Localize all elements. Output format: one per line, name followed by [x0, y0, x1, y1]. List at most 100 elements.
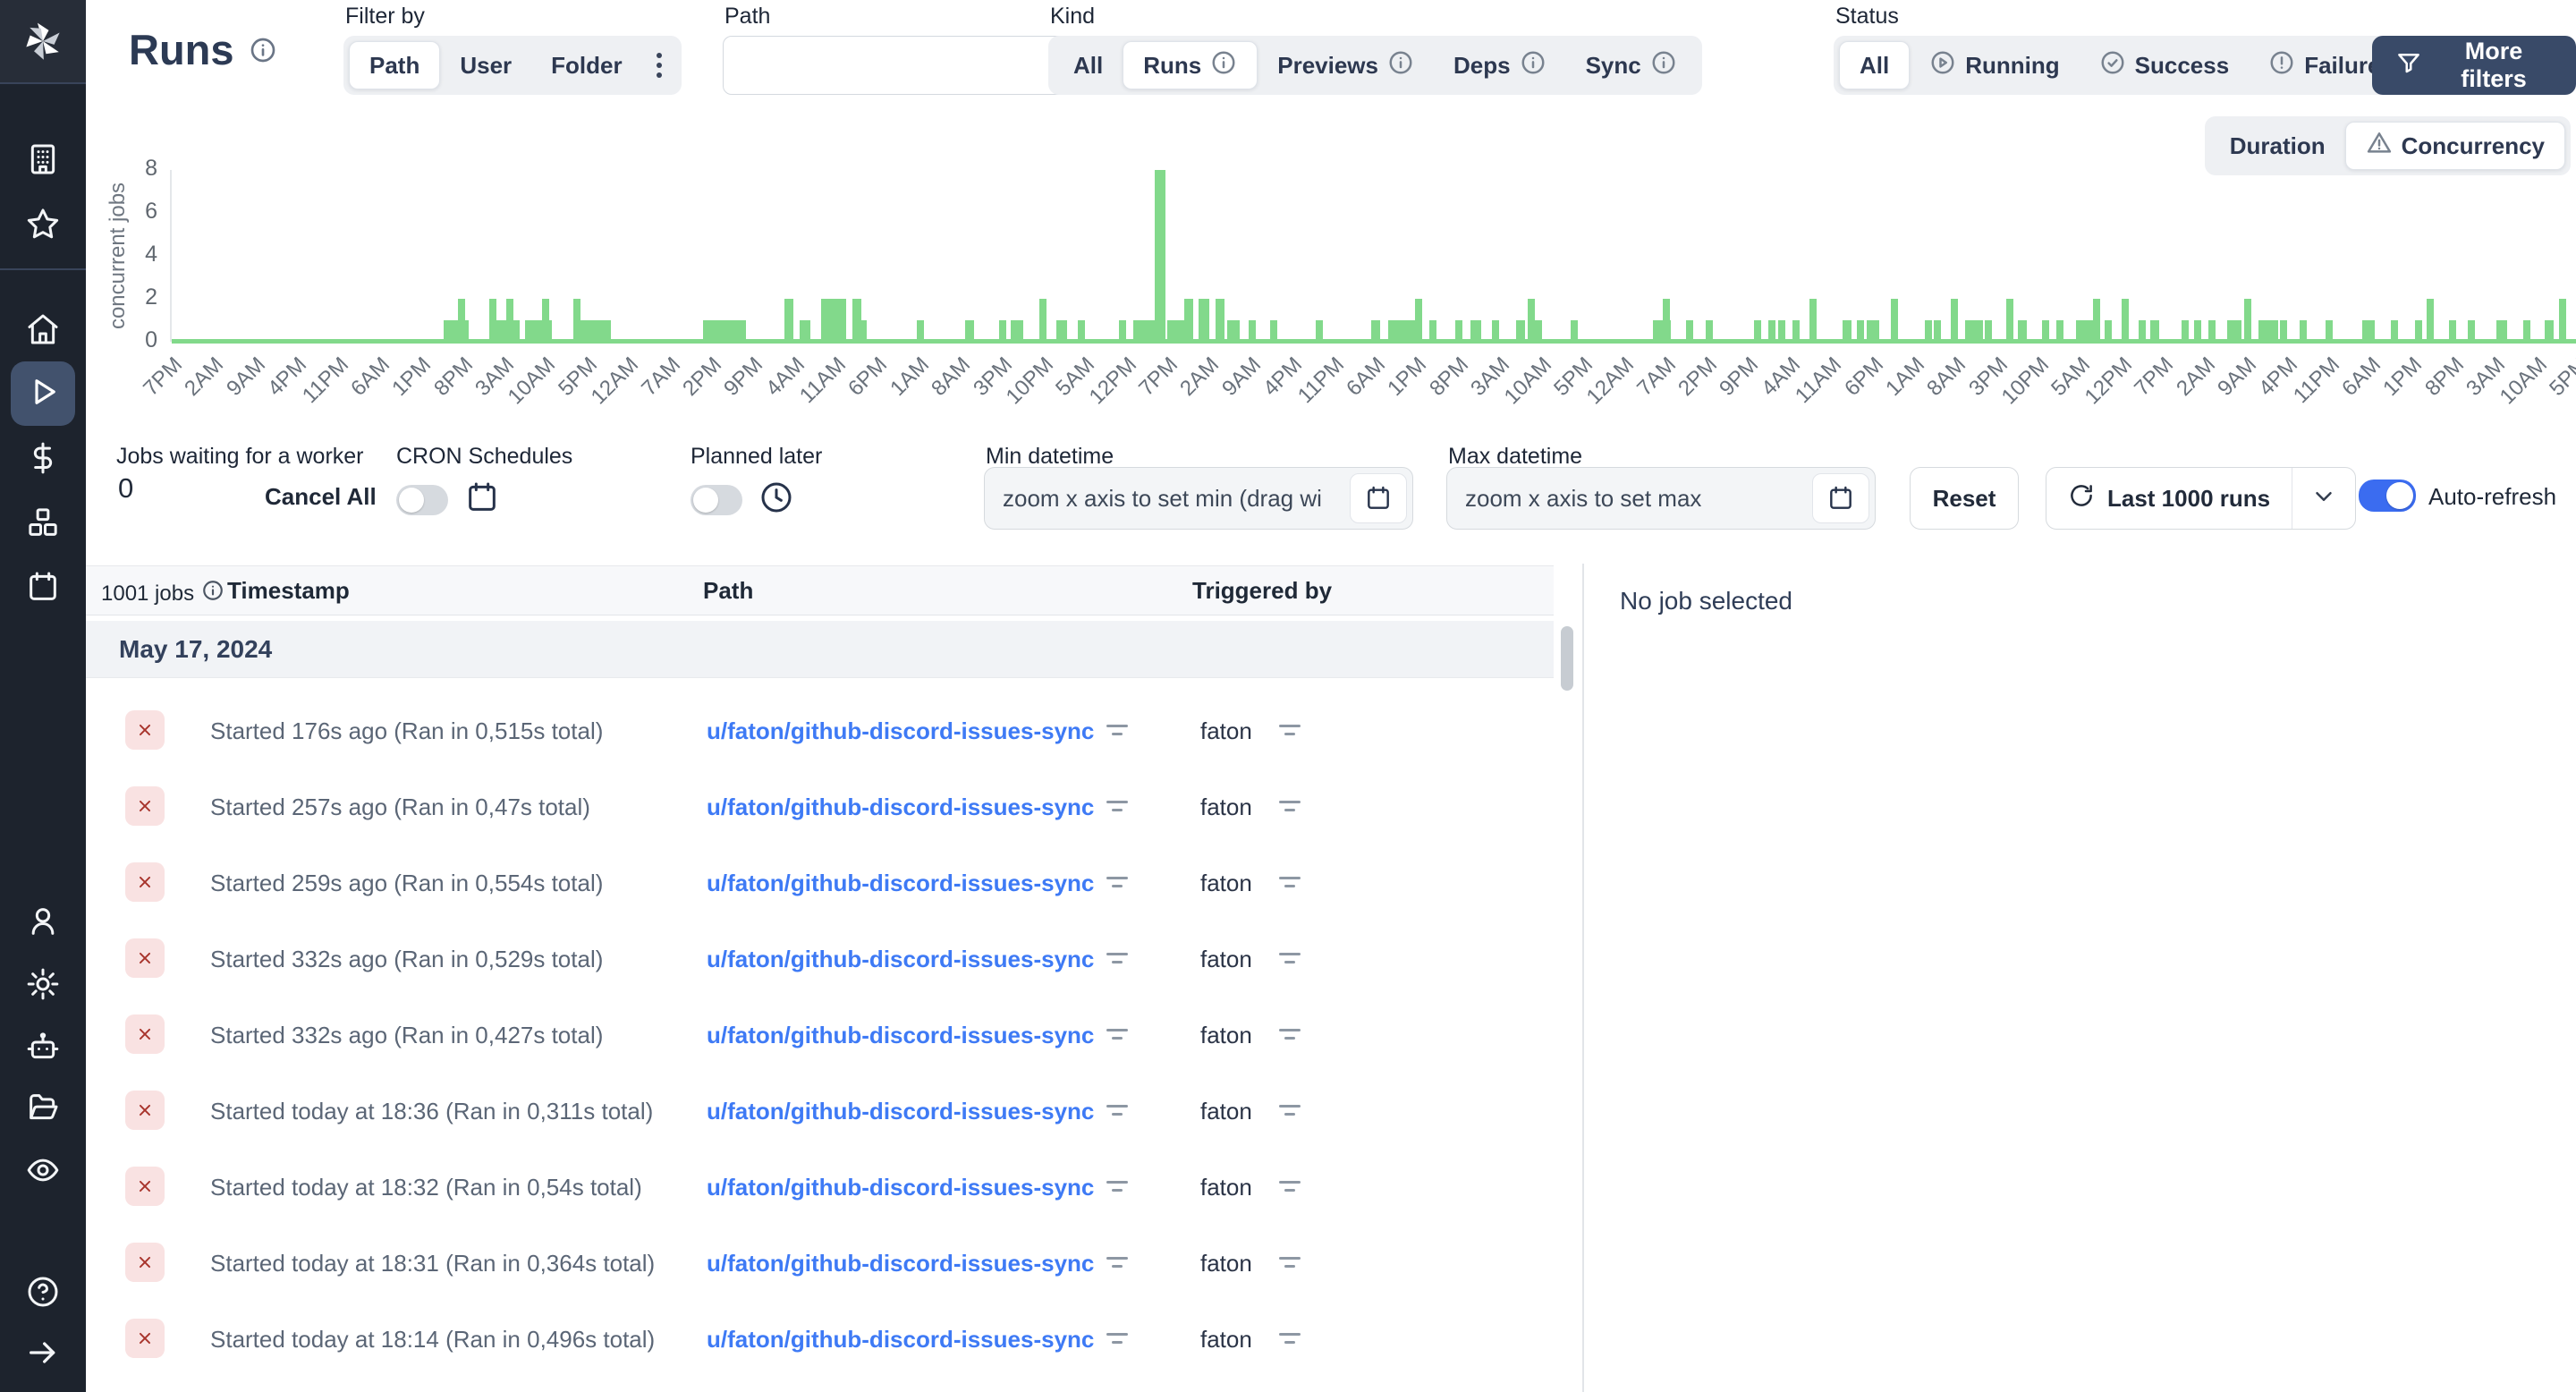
- page-title: Runs: [129, 25, 277, 74]
- sidebar-item-workers[interactable]: [0, 1023, 86, 1074]
- more-options-icon[interactable]: [642, 53, 676, 78]
- failure-status-badge[interactable]: [125, 1014, 165, 1054]
- info-icon[interactable]: [249, 25, 277, 74]
- status-success-option[interactable]: Success: [2080, 41, 2250, 89]
- star-icon: [25, 206, 61, 246]
- filter-by-user-icon[interactable]: [1277, 873, 1302, 895]
- run-row[interactable]: Started today at 18:14 (Ran in 0,496s to…: [86, 1301, 1554, 1377]
- sidebar-item-help[interactable]: [0, 1269, 86, 1319]
- run-path-link[interactable]: u/faton/github-discord-issues-sync: [707, 1250, 1095, 1277]
- run-path-link[interactable]: u/faton/github-discord-issues-sync: [707, 717, 1095, 744]
- run-row[interactable]: Started 332s ago (Ran in 0,529s total) u…: [86, 921, 1554, 997]
- dollar-icon: [25, 440, 61, 480]
- run-row[interactable]: Started 259s ago (Ran in 0,554s total) u…: [86, 845, 1554, 921]
- status-failure-option[interactable]: Failure: [2249, 41, 2400, 89]
- run-path-link[interactable]: u/faton/github-discord-issues-sync: [707, 946, 1095, 972]
- sidebar-item-usage[interactable]: [0, 435, 86, 485]
- failure-status-badge[interactable]: [125, 862, 165, 902]
- max-datetime-input[interactable]: [1446, 467, 1876, 530]
- filter-by-user-icon[interactable]: [1277, 797, 1302, 819]
- failure-status-badge[interactable]: [125, 1091, 165, 1130]
- windmill-logo-icon[interactable]: [0, 0, 86, 84]
- run-path-link[interactable]: u/faton/github-discord-issues-sync: [707, 1326, 1095, 1353]
- auto-refresh-label: Auto-refresh: [2428, 483, 2557, 510]
- run-row[interactable]: Started today at 18:32 (Ran in 0,54s tot…: [86, 1149, 1554, 1225]
- sidebar-item-runs-active[interactable]: [11, 361, 75, 426]
- run-path-link[interactable]: u/faton/github-discord-issues-sync: [707, 1022, 1095, 1048]
- filter-by-path-icon[interactable]: [1105, 721, 1130, 743]
- filter-by-user-icon[interactable]: [1277, 721, 1302, 743]
- kind-runs-option[interactable]: Runs: [1123, 41, 1258, 89]
- scrollbar-thumb[interactable]: [1561, 626, 1573, 691]
- kind-sync-option[interactable]: Sync: [1566, 41, 1697, 89]
- sidebar-item-schedules[interactable]: [0, 564, 86, 614]
- filter-by-user-icon[interactable]: [1277, 1177, 1302, 1199]
- failure-status-badge[interactable]: [125, 1243, 165, 1282]
- filter-by-folder-option[interactable]: Folder: [551, 51, 623, 79]
- sidebar-item-settings[interactable]: [0, 961, 86, 1011]
- runs-range-button[interactable]: Last 1000 runs: [2046, 467, 2357, 530]
- sidebar-item-workspace[interactable]: [0, 136, 86, 186]
- eye-icon: [25, 1152, 61, 1193]
- filter-by-user-option[interactable]: User: [460, 51, 513, 79]
- concurrency-tab[interactable]: Concurrency: [2344, 122, 2565, 170]
- sidebar-item-user[interactable]: [0, 898, 86, 948]
- run-path-link[interactable]: u/faton/github-discord-issues-sync: [707, 794, 1095, 820]
- run-path-link[interactable]: u/faton/github-discord-issues-sync: [707, 1174, 1095, 1201]
- filter-by-user-icon[interactable]: [1277, 1025, 1302, 1047]
- filter-by-path-icon[interactable]: [1105, 797, 1130, 819]
- run-path-link[interactable]: u/faton/github-discord-issues-sync: [707, 1098, 1095, 1125]
- auto-refresh-toggle[interactable]: [2359, 480, 2416, 512]
- sidebar-item-folders[interactable]: [0, 1084, 86, 1134]
- filter-by-path-icon[interactable]: [1105, 873, 1130, 895]
- filter-by-user-icon[interactable]: [1277, 1253, 1302, 1275]
- sidebar-item-audit[interactable]: [0, 1147, 86, 1197]
- sidebar-item-favorites[interactable]: [0, 200, 86, 250]
- failure-status-badge[interactable]: [125, 1167, 165, 1206]
- run-row[interactable]: Started 176s ago (Ran in 0,515s total) u…: [86, 692, 1554, 768]
- cron-schedules-toggle[interactable]: [396, 484, 448, 515]
- kind-deps-option[interactable]: Deps: [1434, 41, 1566, 89]
- filter-by-path-icon[interactable]: [1105, 1329, 1130, 1351]
- filter-by-path-icon[interactable]: [1105, 1101, 1130, 1123]
- filter-by-user-icon[interactable]: [1277, 949, 1302, 971]
- chart-plot[interactable]: [170, 170, 2576, 344]
- table-scrollbar[interactable]: [1561, 621, 1573, 1390]
- filter-by-path-icon[interactable]: [1105, 1025, 1130, 1047]
- filter-by-user-icon[interactable]: [1277, 1329, 1302, 1351]
- min-datetime-input[interactable]: [984, 467, 1413, 530]
- reset-button[interactable]: Reset: [1910, 467, 2019, 530]
- kind-previews-option[interactable]: Previews: [1258, 41, 1434, 89]
- planned-later-toggle[interactable]: [691, 484, 742, 515]
- column-header-timestamp[interactable]: Timestamp: [227, 577, 350, 604]
- info-icon[interactable]: [201, 579, 225, 608]
- more-filters-button[interactable]: More filters: [2372, 36, 2576, 95]
- filter-by-path-option[interactable]: Path: [349, 41, 441, 89]
- kind-all-option[interactable]: All: [1073, 51, 1104, 79]
- runs-range-dropdown[interactable]: [2292, 468, 2355, 529]
- calendar-picker-button[interactable]: [1812, 473, 1869, 523]
- run-row[interactable]: Started today at 18:36 (Ran in 0,311s to…: [86, 1073, 1554, 1149]
- filter-by-path-icon[interactable]: [1105, 1177, 1130, 1199]
- sidebar-item-expand[interactable]: [0, 1329, 86, 1379]
- column-header-triggered-by[interactable]: Triggered by: [1192, 577, 1333, 604]
- status-all-option[interactable]: All: [1839, 41, 1911, 89]
- filter-by-path-icon[interactable]: [1105, 1253, 1130, 1275]
- run-path-link[interactable]: u/faton/github-discord-issues-sync: [707, 870, 1095, 896]
- run-row[interactable]: Started 257s ago (Ran in 0,47s total) u/…: [86, 768, 1554, 845]
- filter-by-path-icon[interactable]: [1105, 949, 1130, 971]
- status-running-option[interactable]: Running: [1910, 41, 2079, 89]
- cancel-all-button[interactable]: Cancel All: [265, 483, 377, 510]
- failure-status-badge[interactable]: [125, 786, 165, 826]
- calendar-picker-button[interactable]: [1350, 473, 1407, 523]
- sidebar-item-home[interactable]: [0, 306, 86, 356]
- failure-status-badge[interactable]: [125, 710, 165, 750]
- run-row[interactable]: Started 332s ago (Ran in 0,427s total) u…: [86, 997, 1554, 1073]
- sidebar-item-resources[interactable]: [0, 499, 86, 549]
- filter-by-user-icon[interactable]: [1277, 1101, 1302, 1123]
- failure-status-badge[interactable]: [125, 1319, 165, 1358]
- duration-tab[interactable]: Duration: [2229, 132, 2326, 159]
- run-row[interactable]: Started today at 18:31 (Ran in 0,364s to…: [86, 1225, 1554, 1301]
- failure-status-badge[interactable]: [125, 938, 165, 978]
- column-header-path[interactable]: Path: [703, 577, 754, 604]
